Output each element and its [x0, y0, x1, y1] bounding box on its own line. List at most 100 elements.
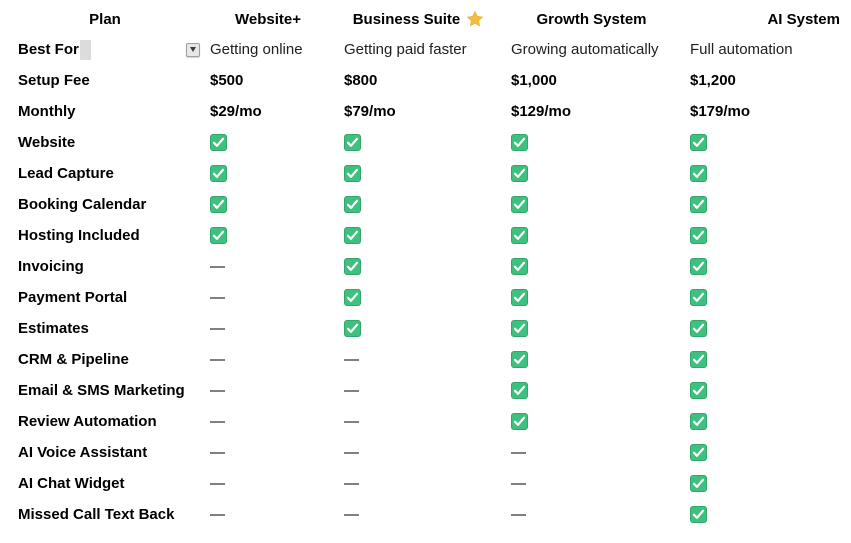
table-row-crm-pipeline: CRM & Pipeline — —	[0, 344, 851, 375]
column-header-label: Growth System	[536, 11, 647, 28]
column-header-business-suite: Business Suite	[326, 10, 493, 28]
row-label: Invoicing	[18, 258, 84, 275]
check-icon	[511, 258, 528, 275]
table-row-ai-chat-widget: AI Chat Widget — — —	[0, 468, 851, 499]
feature-cell	[672, 134, 851, 151]
table-row-website: Website	[0, 127, 851, 158]
row-label: Best For	[18, 41, 79, 58]
column-header-label: AI System	[767, 11, 840, 28]
check-icon	[690, 320, 707, 337]
feature-cell	[326, 134, 493, 151]
check-icon	[690, 382, 707, 399]
feature-cell	[493, 413, 672, 430]
feature-cell	[493, 320, 672, 337]
feature-cell	[672, 475, 851, 492]
table-row-payment-portal: Payment Portal —	[0, 282, 851, 313]
row-label: Lead Capture	[18, 165, 114, 182]
setup-fee-value: $1,000	[511, 72, 557, 89]
feature-cell: —	[210, 413, 225, 430]
feature-cell: —	[210, 475, 225, 492]
table-row-estimates: Estimates —	[0, 313, 851, 344]
feature-cell: —	[210, 506, 225, 523]
feature-cell	[192, 134, 326, 151]
row-label: Payment Portal	[18, 289, 128, 306]
feature-cell	[192, 227, 326, 244]
check-icon	[690, 475, 707, 492]
row-label: Review Automation	[18, 413, 157, 430]
feature-cell: —	[344, 382, 359, 399]
check-icon	[690, 165, 707, 182]
feature-cell	[326, 258, 493, 275]
chevron-down-icon	[190, 47, 196, 52]
table-row-hosting-included: Hosting Included	[0, 220, 851, 251]
row-label: Monthly	[18, 103, 76, 120]
column-header-label: Website+	[235, 11, 301, 28]
row-label: Email & SMS Marketing	[18, 382, 185, 399]
feature-cell: —	[210, 258, 225, 275]
row-label-cell: Best For	[0, 39, 200, 60]
column-header-growth-system: Growth System	[493, 12, 672, 27]
feature-cell: —	[210, 351, 225, 368]
feature-cell: —	[210, 382, 225, 399]
setup-fee-value: $800	[344, 72, 378, 89]
feature-cell	[672, 351, 851, 368]
feature-cell	[672, 320, 851, 337]
feature-cell: —	[210, 320, 225, 337]
feature-cell: —	[210, 444, 225, 461]
feature-cell	[672, 227, 851, 244]
column-header-ai-system: AI System	[672, 12, 851, 27]
check-icon	[690, 134, 707, 151]
feature-cell	[493, 258, 672, 275]
feature-cell: —	[344, 444, 359, 461]
row-label: AI Voice Assistant	[18, 444, 148, 461]
feature-cell: —	[511, 444, 526, 461]
row-label: Setup Fee	[18, 72, 90, 89]
row-label: Booking Calendar	[18, 196, 147, 213]
check-icon	[511, 134, 528, 151]
row-label: AI Chat Widget	[18, 475, 125, 492]
check-icon	[344, 165, 361, 182]
table-header-row: Plan Website+ Business Suite Growth Syst…	[0, 5, 851, 34]
check-icon	[511, 382, 528, 399]
feature-cell	[326, 165, 493, 182]
monthly-value: $179/mo	[690, 103, 751, 120]
filter-dropdown-button[interactable]	[186, 42, 200, 57]
feature-cell	[672, 289, 851, 306]
column-header-website-plus: Website+	[192, 12, 326, 27]
feature-cell	[493, 165, 672, 182]
feature-cell	[672, 258, 851, 275]
monthly-value: $29/mo	[210, 103, 262, 120]
check-icon	[690, 289, 707, 306]
feature-cell	[493, 351, 672, 368]
check-icon	[344, 320, 361, 337]
text-cursor-highlight	[79, 39, 91, 60]
table-row-invoicing: Invoicing —	[0, 251, 851, 282]
feature-cell: —	[210, 289, 225, 306]
pricing-comparison-table: Plan Website+ Business Suite Growth Syst…	[0, 5, 851, 523]
monthly-value: $79/mo	[344, 103, 396, 120]
feature-cell	[192, 165, 326, 182]
check-icon	[690, 351, 707, 368]
feature-cell	[493, 227, 672, 244]
table-row-lead-capture: Lead Capture	[0, 158, 851, 189]
check-icon	[690, 258, 707, 275]
column-header-plan: Plan	[0, 12, 192, 27]
best-for-value: Getting paid faster	[344, 41, 467, 58]
best-for-value: Growing automatically	[511, 41, 659, 58]
feature-cell	[326, 227, 493, 244]
feature-cell	[672, 196, 851, 213]
column-header-label: Business Suite	[352, 11, 461, 28]
feature-cell	[493, 196, 672, 213]
feature-cell	[672, 444, 851, 461]
column-header-label: Plan	[89, 11, 121, 28]
feature-cell: —	[511, 475, 526, 492]
feature-cell: —	[344, 506, 359, 523]
feature-cell	[672, 165, 851, 182]
best-for-value: Full automation	[690, 41, 793, 58]
check-icon	[210, 227, 227, 244]
check-icon	[344, 289, 361, 306]
feature-cell: —	[511, 506, 526, 523]
check-icon	[690, 506, 707, 523]
feature-cell	[326, 320, 493, 337]
check-icon	[344, 258, 361, 275]
